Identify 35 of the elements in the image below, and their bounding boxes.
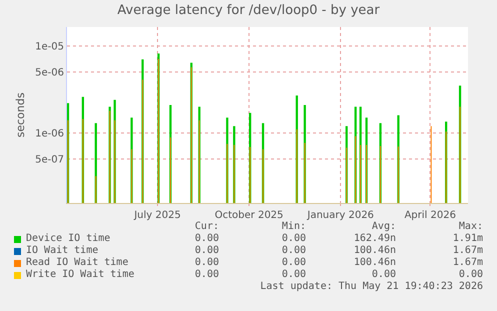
text: Max:: [458, 221, 483, 232]
text: Cur:: [194, 221, 219, 232]
text: 1.67m: [452, 257, 483, 268]
text: 0.00: [282, 269, 306, 280]
text: 0.00: [194, 257, 219, 268]
legend-label: IO Wait time: [26, 245, 98, 256]
text: 0.00: [282, 257, 306, 268]
text: 0.00: [194, 245, 219, 256]
text: 0.00: [282, 233, 306, 244]
y-tick-label: 1e-06: [35, 128, 64, 140]
text: 0.00: [194, 233, 219, 244]
text: 100.46n: [354, 245, 396, 256]
text: Min:: [282, 221, 306, 232]
x-tick-label: April 2026: [404, 210, 456, 221]
x-tick-label: October 2025: [214, 210, 284, 221]
text: 0.00: [458, 269, 483, 280]
text: Last update: Thu May 21 19:40:23 2026: [260, 281, 483, 292]
chart-title: Average latency for /dev/loop0 - by year: [117, 2, 380, 18]
text: Avg:: [372, 221, 396, 232]
y-tick-label: 5e-06: [35, 68, 64, 79]
legend-label: Write IO Wait time: [26, 269, 134, 280]
text: 1.67m: [452, 245, 483, 256]
y-tick-label: 5e-07: [35, 154, 64, 166]
legend-label: Device IO time: [26, 233, 110, 244]
text: 1.91m: [452, 233, 483, 244]
x-tick-label: July 2025: [133, 210, 181, 221]
text: 162.49n: [354, 233, 396, 244]
text: 0.00: [282, 245, 306, 256]
text: 0.00: [372, 269, 396, 280]
x-tick-label: January 2026: [306, 210, 374, 221]
text: 100.46n: [354, 257, 396, 268]
legend-label: Read IO Wait time: [26, 257, 128, 268]
y-axis-title: seconds: [14, 92, 27, 138]
y-tick-label: 1e-05: [35, 41, 64, 52]
text: 0.00: [194, 269, 219, 280]
